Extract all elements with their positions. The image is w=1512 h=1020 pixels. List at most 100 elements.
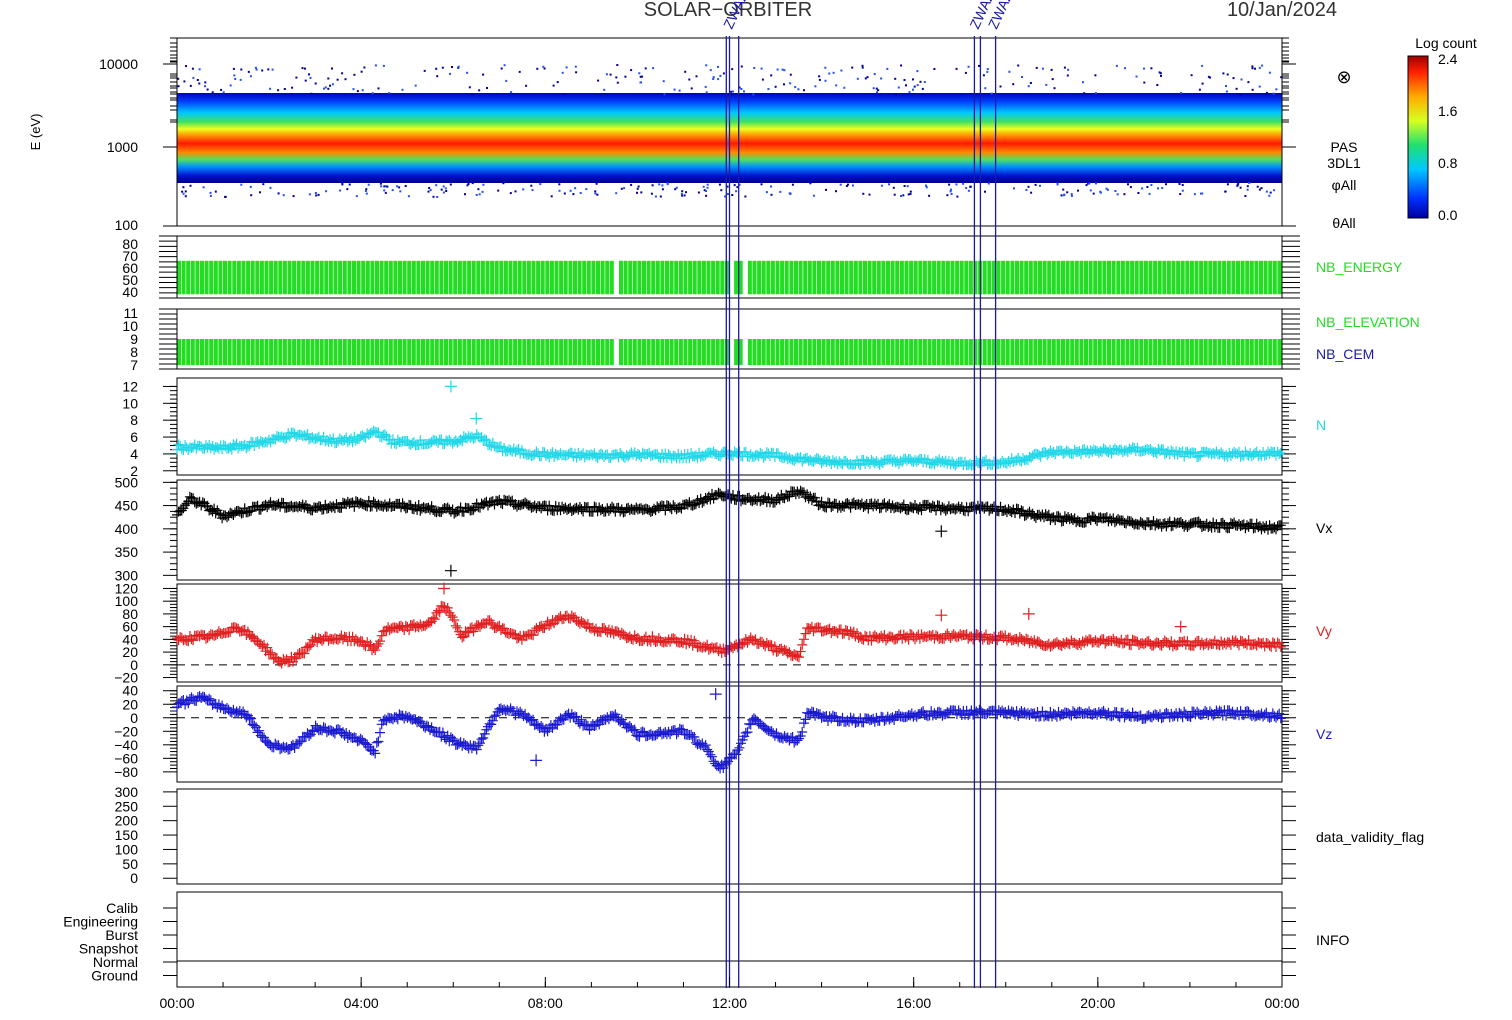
spectrogram-speckle <box>900 64 903 67</box>
nb-bar <box>623 339 628 366</box>
y-tick-label: −20 <box>114 670 138 686</box>
spectrogram-speckle <box>309 76 312 79</box>
nb-bar <box>817 260 821 295</box>
spectrogram-speckle <box>1222 72 1225 75</box>
data-point <box>1016 505 1027 516</box>
nb-bar <box>840 260 844 295</box>
spectrogram-speckle <box>705 190 707 192</box>
data-point <box>863 503 874 514</box>
spectrogram-speckle <box>184 190 187 193</box>
spectrogram-speckle <box>477 188 480 191</box>
y-tick-label: 400 <box>115 521 139 537</box>
nb-bar <box>1240 260 1245 295</box>
nb-bar <box>1065 339 1070 366</box>
y-tick-label: 60 <box>122 619 138 635</box>
spectrogram-speckle <box>717 78 720 81</box>
nb-bar <box>1208 339 1213 366</box>
spectrogram-speckle <box>1066 74 1069 77</box>
spectrogram-speckle <box>828 72 831 75</box>
spectrogram-speckle <box>247 70 250 73</box>
data-point <box>981 629 991 640</box>
spectrogram-speckle <box>1225 90 1228 93</box>
nb-bar <box>499 260 504 295</box>
data-point <box>476 734 487 745</box>
nb-bar <box>255 260 260 295</box>
nb-bar <box>1019 339 1024 366</box>
spectrogram-speckle <box>1240 78 1243 81</box>
spectrogram-speckle <box>1157 187 1159 190</box>
spectrogram-speckle <box>374 64 377 67</box>
nb-bar <box>227 339 232 366</box>
nb-bar <box>503 260 508 295</box>
spectrogram-speckle <box>363 66 366 69</box>
nb-bar <box>1148 260 1153 295</box>
spectrogram-speckle <box>502 182 505 185</box>
nb-bar <box>375 339 379 366</box>
nb-bar <box>236 260 241 295</box>
spectrogram-speckle <box>182 192 185 195</box>
nb-bar <box>1111 339 1116 366</box>
spectrogram-speckle <box>249 185 252 188</box>
data-point <box>470 412 483 425</box>
data-point <box>794 652 804 663</box>
spectrogram-speckle <box>482 73 485 76</box>
data-point <box>709 688 722 701</box>
spectrogram-speckle <box>789 73 792 76</box>
spectrogram-speckle <box>1148 192 1151 195</box>
spectrogram-speckle <box>467 182 470 185</box>
spectrogram-speckle <box>530 184 533 187</box>
spectrogram-speckle <box>735 190 738 193</box>
nb-bar <box>853 339 858 366</box>
spectrogram-speckle <box>1115 64 1118 67</box>
data-point <box>845 502 856 513</box>
spectrogram-speckle <box>269 87 272 90</box>
nb-bar <box>1074 339 1079 366</box>
nb-bar <box>545 260 550 295</box>
x-tick-label: 08:00 <box>528 995 563 1011</box>
spectrogram-speckle <box>556 81 559 84</box>
spectrogram-speckle <box>341 182 344 185</box>
nb-bar <box>213 260 218 295</box>
nb-bar <box>752 339 757 366</box>
spectrogram-speckle <box>525 84 528 87</box>
spectrogram-speckle <box>818 78 821 81</box>
side-label-pas: PAS <box>1331 139 1358 155</box>
spectrogram-speckle <box>639 75 642 78</box>
nb-bar <box>190 339 195 366</box>
data-point <box>916 505 927 516</box>
nb-bar <box>1236 339 1240 366</box>
nb-bar <box>407 339 412 366</box>
spectrogram-speckle <box>1160 74 1162 77</box>
spectrogram-speckle <box>365 192 368 195</box>
nb-bar <box>655 339 660 366</box>
info-state-label: Burst <box>105 927 138 943</box>
spectrogram-speckle <box>872 87 875 90</box>
nb-bar <box>361 260 366 295</box>
nb-bar <box>1222 260 1227 295</box>
nb-bar <box>678 339 683 366</box>
spectrogram-speckle <box>888 183 890 186</box>
nb-bar <box>513 260 518 295</box>
spectrogram-speckle <box>809 182 812 185</box>
nb-bar <box>1185 260 1190 295</box>
spectrogram-speckle <box>736 186 739 189</box>
spectrogram-speckle <box>323 87 325 90</box>
data-point <box>731 749 742 760</box>
nb-bar <box>434 339 439 366</box>
nb-bar <box>485 339 490 366</box>
spectrogram-speckle <box>803 89 805 92</box>
nb-bar <box>1056 260 1061 295</box>
spectrogram-speckle <box>399 190 402 193</box>
spectrogram-speckle <box>441 66 444 69</box>
spectrogram-speckle <box>177 85 180 88</box>
nb-bar <box>582 339 587 366</box>
nb-bar <box>840 339 844 366</box>
nb-bar <box>766 260 771 295</box>
nb-bar <box>241 339 246 366</box>
spectrogram-speckle <box>432 195 435 198</box>
nb-bar <box>250 260 255 295</box>
colorbar-gradient <box>1407 55 1429 219</box>
spectrogram-speckle <box>1200 192 1202 195</box>
spectrogram-speckle <box>999 85 1002 88</box>
